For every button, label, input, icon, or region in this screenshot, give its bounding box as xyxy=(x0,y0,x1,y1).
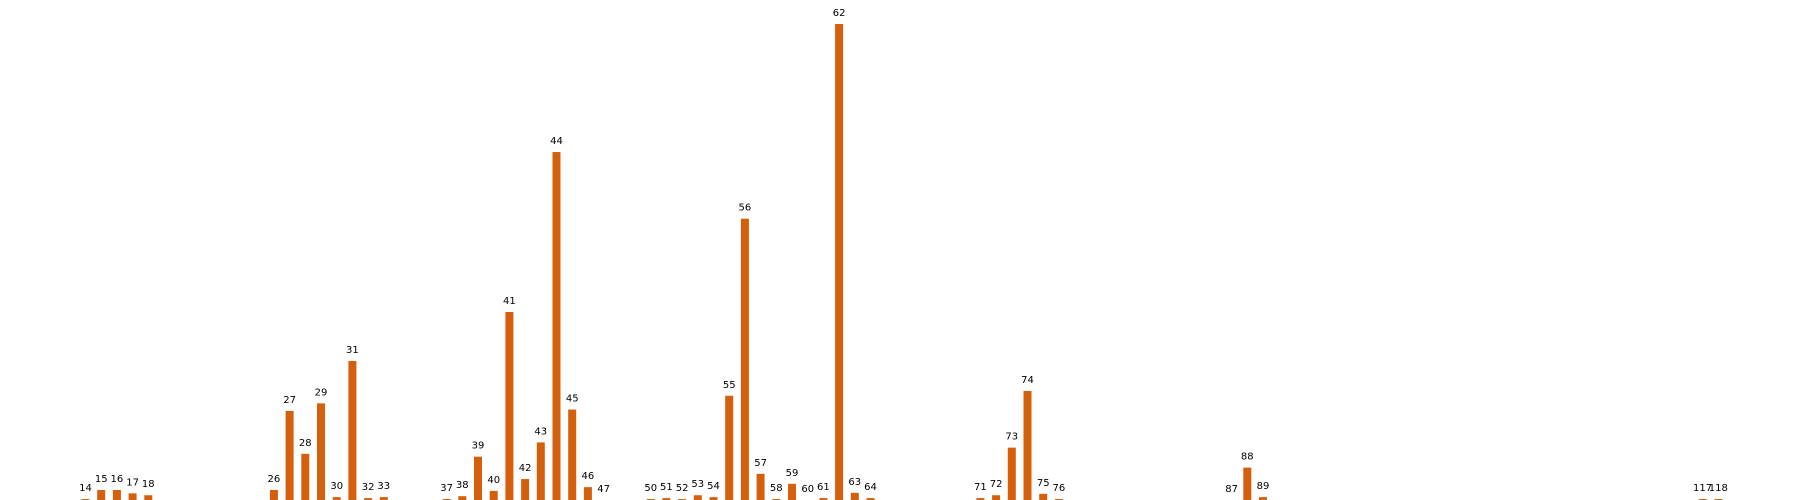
bar-label-73: 73 xyxy=(1005,432,1018,443)
bar-28 xyxy=(301,453,310,500)
bar-71 xyxy=(976,498,985,500)
bar-label-117: 117 xyxy=(1693,483,1712,494)
bar-label-63: 63 xyxy=(848,477,861,488)
bar-label-45: 45 xyxy=(566,394,579,405)
bar-29 xyxy=(317,403,325,500)
bar-label-30: 30 xyxy=(330,481,343,492)
bar-30 xyxy=(332,497,341,500)
bar-label-62: 62 xyxy=(833,8,846,19)
bar-59 xyxy=(788,483,796,500)
bar-label-64: 64 xyxy=(864,482,877,493)
bar-label-71: 71 xyxy=(974,482,987,493)
bar-label-88: 88 xyxy=(1241,452,1254,463)
bar-41 xyxy=(505,311,514,500)
bar-label-72: 72 xyxy=(990,479,1003,490)
bar-label-47: 47 xyxy=(597,484,610,495)
bar-label-58: 58 xyxy=(770,483,783,494)
bar-16 xyxy=(112,490,121,500)
bar-88 xyxy=(1243,467,1252,500)
bar-label-15: 15 xyxy=(95,474,108,485)
bar-label-53: 53 xyxy=(691,479,704,490)
bar-label-89: 89 xyxy=(1257,481,1270,492)
bar-label-118: 118 xyxy=(1709,483,1728,494)
bar-label-75: 75 xyxy=(1037,478,1050,489)
bar-label-44: 44 xyxy=(550,136,563,147)
bar-label-41: 41 xyxy=(503,296,516,307)
bar-57 xyxy=(756,473,765,500)
bar-label-37: 37 xyxy=(440,483,453,494)
bar-label-32: 32 xyxy=(362,482,375,493)
bar-label-31: 31 xyxy=(346,345,359,356)
bar-38 xyxy=(458,496,467,500)
bar-54 xyxy=(709,497,718,500)
bar-42 xyxy=(521,479,530,500)
bar-17 xyxy=(128,493,137,500)
bar-72 xyxy=(992,495,1001,500)
bar-label-33: 33 xyxy=(377,481,390,492)
bar-55 xyxy=(725,395,734,500)
bar-label-26: 26 xyxy=(268,474,281,485)
bar-39 xyxy=(474,456,482,500)
bar-label-28: 28 xyxy=(299,438,312,449)
bar-label-74: 74 xyxy=(1021,375,1034,386)
bar-27 xyxy=(285,410,294,500)
bar-46 xyxy=(583,487,592,500)
bar-label-27: 27 xyxy=(283,395,296,406)
bar-62 xyxy=(835,24,844,500)
bar-label-50: 50 xyxy=(644,483,657,494)
bar-64 xyxy=(866,498,875,500)
bar-53 xyxy=(693,495,702,500)
bar-label-59: 59 xyxy=(786,468,799,479)
bar-43 xyxy=(536,442,545,500)
bar-label-60: 60 xyxy=(801,484,814,495)
bar-45 xyxy=(568,409,577,500)
bar-44 xyxy=(552,152,561,500)
bar-label-57: 57 xyxy=(754,458,767,469)
bar-label-46: 46 xyxy=(582,471,595,482)
bar-label-76: 76 xyxy=(1053,483,1066,494)
bar-51 xyxy=(662,498,671,500)
bar-26 xyxy=(269,490,278,500)
bar-75 xyxy=(1039,493,1048,500)
bar-40 xyxy=(489,490,498,500)
bar-label-40: 40 xyxy=(487,475,500,486)
bar-56 xyxy=(740,218,749,500)
bars-layer xyxy=(81,24,1723,500)
bar-label-17: 17 xyxy=(126,477,139,488)
bar-89 xyxy=(1259,497,1267,500)
bar-18 xyxy=(144,495,153,500)
bar-label-39: 39 xyxy=(472,441,485,452)
bar-label-87: 87 xyxy=(1225,484,1238,495)
bar-label-55: 55 xyxy=(723,380,736,391)
bar-32 xyxy=(364,498,373,500)
bar-15 xyxy=(97,490,106,500)
bar-74 xyxy=(1023,391,1032,500)
bar-label-52: 52 xyxy=(676,483,689,494)
bar-label-16: 16 xyxy=(111,474,124,485)
bar-label-61: 61 xyxy=(817,482,830,493)
bar-63 xyxy=(850,492,859,500)
bar-label-42: 42 xyxy=(519,463,532,474)
bar-label-14: 14 xyxy=(79,483,92,494)
bar-label-51: 51 xyxy=(660,482,673,493)
bar-73 xyxy=(1007,447,1016,500)
bar-label-54: 54 xyxy=(707,481,720,492)
bar-label-56: 56 xyxy=(739,203,752,214)
bar-31 xyxy=(348,361,357,500)
bar-label-18: 18 xyxy=(142,479,155,490)
bar-33 xyxy=(379,497,388,500)
bar-label-43: 43 xyxy=(534,426,547,437)
bar-label-38: 38 xyxy=(456,480,469,491)
bar-label-29: 29 xyxy=(315,387,328,398)
bar-61 xyxy=(819,498,828,500)
